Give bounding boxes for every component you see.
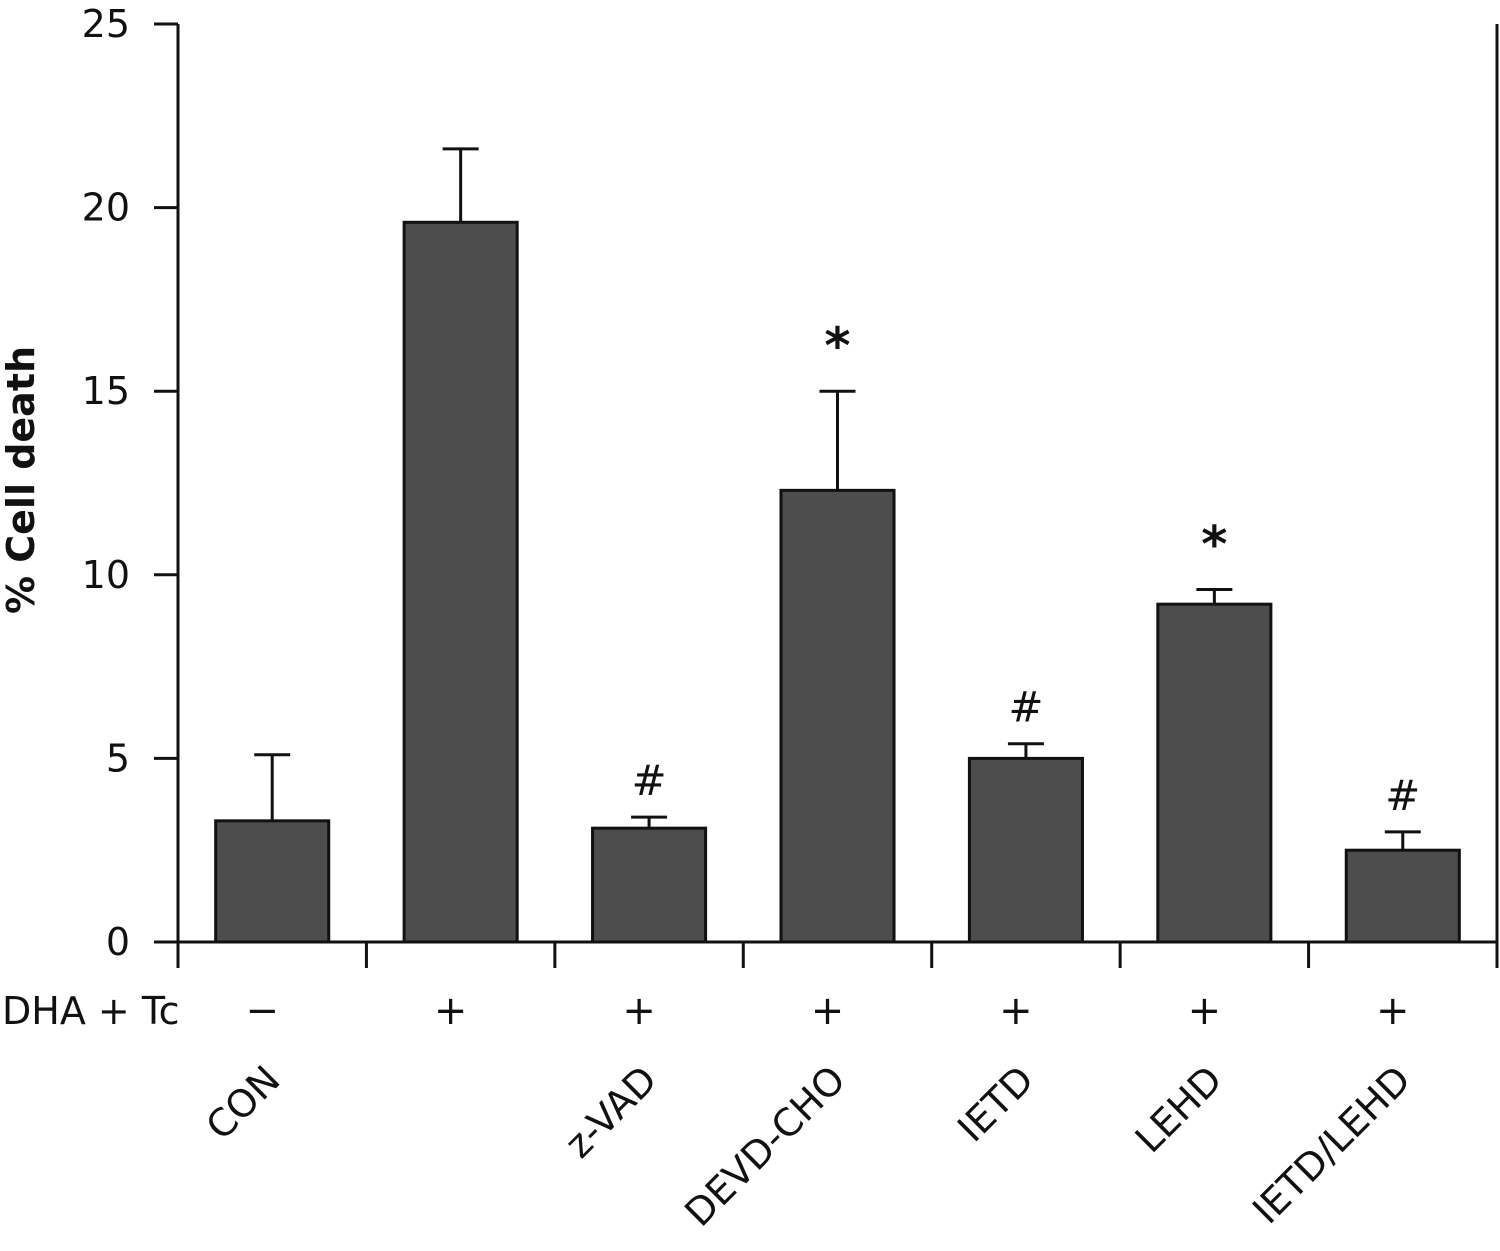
significance-mark: *	[1201, 515, 1227, 573]
bars	[214, 220, 1461, 944]
bar	[1344, 848, 1461, 944]
significance-mark: #	[1008, 683, 1043, 732]
bar	[967, 756, 1084, 944]
y-tick-label: 25	[82, 2, 130, 46]
error-bars	[254, 147, 1421, 851]
treatment-symbol: +	[1188, 988, 1222, 1034]
treatment-symbol: +	[811, 988, 845, 1034]
bar	[1156, 602, 1273, 944]
bar	[214, 819, 331, 944]
significance-mark: *	[824, 317, 850, 375]
treatment-symbol: +	[999, 988, 1033, 1034]
bar	[591, 826, 708, 944]
category-label: CON	[197, 1057, 288, 1148]
category-labels: CON z-VAD DEVD-CHO IETD LEHD IETD/LEHD	[197, 1057, 1419, 1235]
y-tick-label: 20	[82, 186, 130, 230]
y-tick-label: 5	[106, 736, 130, 780]
y-tick-label: 15	[82, 369, 130, 413]
category-label: LEHD	[1127, 1057, 1231, 1161]
significance-annotations: # * # * #	[631, 317, 1420, 820]
significance-mark: #	[631, 756, 666, 805]
category-label: IETD/LEHD	[1244, 1057, 1419, 1232]
treatment-row-label: DHA + Tc	[2, 989, 179, 1033]
treatment-symbol: +	[622, 988, 656, 1034]
treatment-symbol: +	[434, 988, 468, 1034]
bar	[402, 220, 519, 944]
bar	[779, 488, 896, 944]
y-ticks: 0 5 10 15 20 25	[82, 2, 178, 964]
category-label: DEVD-CHO	[676, 1057, 854, 1235]
category-label: IETD	[949, 1057, 1042, 1150]
y-tick-label: 10	[82, 553, 130, 597]
treatment-symbol: −	[245, 988, 279, 1034]
y-tick-label: 0	[106, 920, 130, 964]
treatment-row: DHA + Tc − + + + + + +	[2, 988, 1410, 1034]
treatment-symbol: +	[1376, 988, 1410, 1034]
category-label: z-VAD	[556, 1057, 665, 1166]
y-axis-label: % Cell death	[0, 346, 43, 614]
significance-mark: #	[1385, 771, 1420, 820]
